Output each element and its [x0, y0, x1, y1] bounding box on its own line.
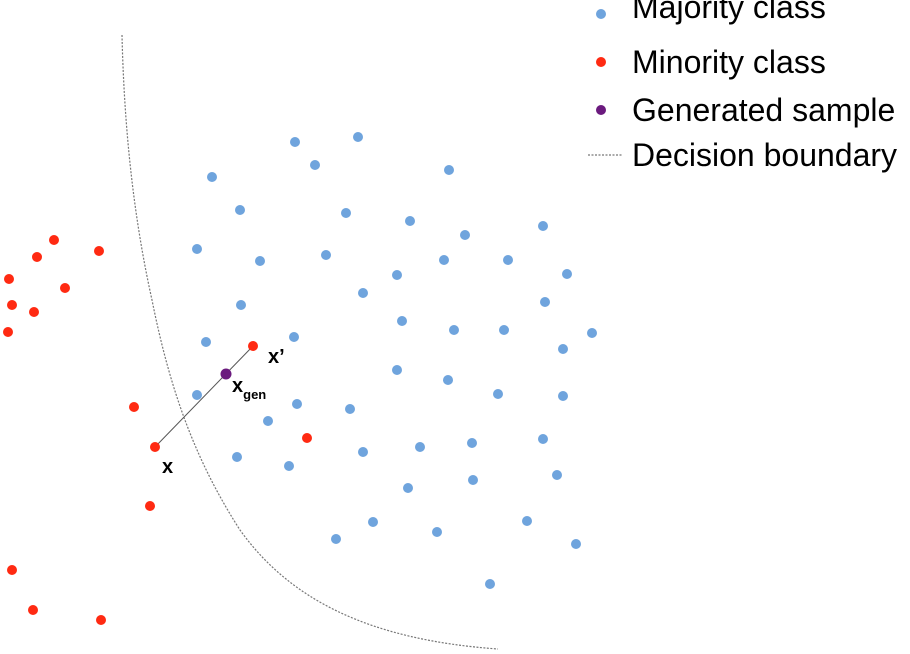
label-x-gen-sub: gen	[243, 387, 266, 402]
minority-point	[145, 501, 155, 511]
majority-point	[552, 470, 562, 480]
majority-point	[439, 255, 449, 265]
majority-point	[235, 205, 245, 215]
majority-point	[345, 404, 355, 414]
majority-point	[460, 230, 470, 240]
purple-dot-icon	[596, 105, 606, 115]
majority-point	[353, 132, 363, 142]
majority-point	[331, 534, 341, 544]
majority-point	[432, 527, 442, 537]
majority-point	[587, 328, 597, 338]
minority-point	[29, 307, 39, 317]
minority-point	[94, 246, 104, 256]
majority-point	[449, 325, 459, 335]
majority-point	[522, 516, 532, 526]
majority-point	[284, 461, 294, 471]
majority-point	[443, 375, 453, 385]
minority-points	[3, 235, 312, 625]
minority-point	[150, 442, 160, 452]
majority-point	[415, 442, 425, 452]
minority-point	[60, 283, 70, 293]
majority-point	[403, 483, 413, 493]
minority-point	[129, 402, 139, 412]
generated-sample-point	[220, 368, 232, 380]
majority-point	[558, 391, 568, 401]
majority-point	[405, 216, 415, 226]
majority-point	[499, 325, 509, 335]
majority-point	[368, 517, 378, 527]
blue-dot-icon	[596, 9, 606, 19]
majority-point	[192, 244, 202, 254]
majority-point	[558, 344, 568, 354]
majority-point	[540, 297, 550, 307]
minority-point	[248, 341, 258, 351]
majority-point	[392, 365, 402, 375]
majority-point	[201, 337, 211, 347]
majority-point	[358, 288, 368, 298]
majority-point	[397, 316, 407, 326]
majority-point	[255, 256, 265, 266]
majority-point	[392, 270, 402, 280]
majority-point	[341, 208, 351, 218]
majority-point	[290, 137, 300, 147]
majority-point	[207, 172, 217, 182]
legend-minority-label: Minority class	[632, 44, 826, 80]
majority-point	[358, 447, 368, 457]
minority-point	[302, 433, 312, 443]
majority-point	[538, 434, 548, 444]
legend-generated-label: Generated sample	[632, 92, 895, 128]
label-x: x	[162, 456, 173, 478]
red-dot-icon	[596, 57, 606, 67]
majority-point	[232, 452, 242, 462]
majority-point	[503, 255, 513, 265]
majority-point	[192, 390, 202, 400]
majority-point	[289, 332, 299, 342]
minority-point	[28, 605, 38, 615]
majority-point	[493, 389, 503, 399]
majority-point	[485, 579, 495, 589]
decision-boundary-curve	[121, 34, 499, 650]
minority-point	[3, 327, 13, 337]
majority-points	[192, 132, 597, 589]
majority-point	[467, 438, 477, 448]
majority-point	[571, 539, 581, 549]
legend-boundary-label: Decision boundary	[632, 137, 897, 173]
majority-point	[263, 416, 273, 426]
majority-point	[321, 250, 331, 260]
minority-point	[49, 235, 59, 245]
minority-point	[96, 615, 106, 625]
legend-majority-label: Majority class	[632, 0, 826, 25]
majority-point	[236, 300, 246, 310]
minority-point	[4, 274, 14, 284]
majority-point	[444, 165, 454, 175]
interpolation-line	[154, 345, 254, 448]
label-x-prime: x’	[268, 346, 285, 368]
label-x-gen: xgen	[232, 375, 266, 402]
majority-point	[292, 399, 302, 409]
minority-point	[7, 300, 17, 310]
minority-point	[32, 252, 42, 262]
majority-point	[310, 160, 320, 170]
majority-point	[468, 475, 478, 485]
label-x-gen-main: x	[232, 375, 243, 397]
legend: Majority class Minority class Generated …	[588, 0, 897, 173]
majority-point	[562, 269, 572, 279]
minority-point	[7, 565, 17, 575]
majority-point	[538, 221, 548, 231]
